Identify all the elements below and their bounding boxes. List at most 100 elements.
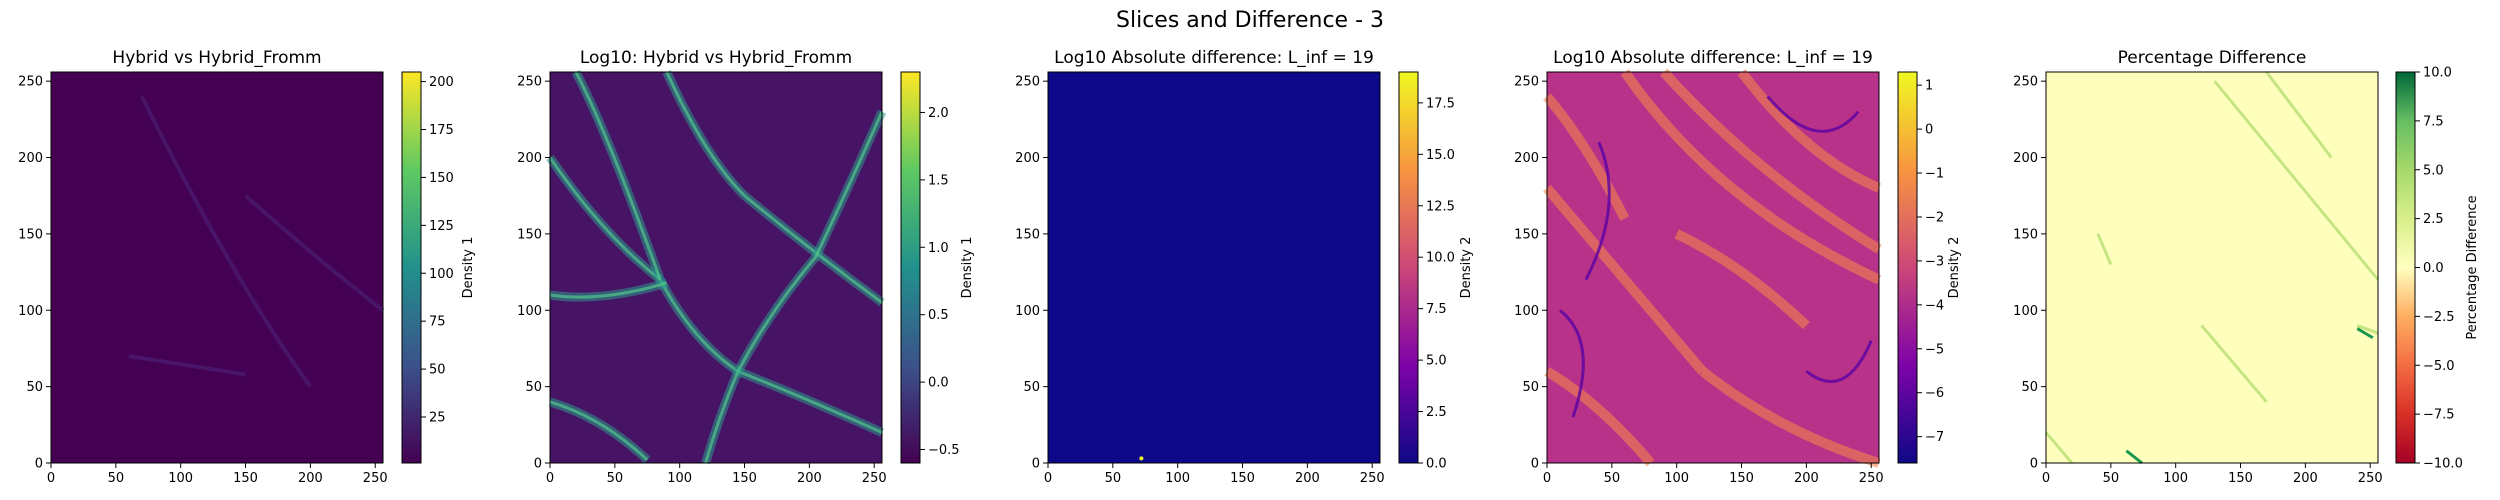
x-tick-label: 0	[546, 471, 554, 486]
colorbar-tick-label: 0.5	[928, 308, 949, 323]
panel-title: Log10: Hybrid vs Hybrid_Fromm	[580, 48, 852, 68]
y-tick-label: 200	[2013, 151, 2038, 166]
panel-title: Log10 Absolute difference: L_inf = 19	[1054, 48, 1374, 68]
colorbar-tick-label: 100	[429, 267, 454, 282]
colorbar-tick-label: 5.0	[1426, 354, 1447, 369]
y-tick-label: 100	[2013, 304, 2038, 319]
y-tick-label: 200	[1015, 151, 1040, 166]
panel-2: Log10: Hybrid vs Hybrid_Fromm 0 50 100 150 20…	[517, 48, 975, 486]
y-tick-label: 150	[1514, 227, 1539, 242]
x-tick-label: 50	[108, 471, 125, 486]
y-tick-label: 250	[1514, 75, 1539, 90]
x-tick-label: 150	[1230, 471, 1255, 486]
x-tick-label: 0	[47, 471, 55, 486]
x-tick-label: 100	[1165, 471, 1190, 486]
y-tick-label: 50	[525, 380, 542, 395]
x-tick-label: 200	[2293, 471, 2318, 486]
x-tick-label: 0	[1543, 471, 1551, 486]
y-tick-label: 250	[2013, 75, 2038, 90]
colorbar-label: Density 2	[1459, 237, 1474, 299]
plot-frame	[2045, 71, 2379, 464]
y-tick-label: 200	[517, 151, 542, 166]
colorbar-tick-label: −7	[1925, 430, 1944, 445]
panel-5: Percentage Difference 0 50 100 150 200 250 0 50 1…	[2013, 48, 2480, 486]
x-tick-label: 200	[298, 471, 323, 486]
colorbar	[2395, 71, 2416, 464]
y-tick-label: 0	[534, 457, 542, 472]
colorbar-tick-label: −0.5	[928, 443, 960, 458]
heatmap-image	[51, 72, 383, 463]
colorbar	[1398, 71, 1419, 464]
panel-title: Hybrid vs Hybrid_Fromm	[112, 48, 321, 68]
plot-frame	[549, 71, 883, 464]
x-tick-label: 150	[2228, 471, 2253, 486]
colorbar-tick-label: −10.0	[2423, 457, 2463, 472]
colorbar-tick-label: 7.5	[1426, 302, 1447, 317]
y-tick-label: 150	[2013, 227, 2038, 242]
colorbar-tick-label: 17.5	[1426, 96, 1455, 111]
colorbar-tick-label: −3	[1925, 254, 1944, 269]
colorbar-tick-label: 75	[429, 315, 446, 330]
colorbar-tick-label: −7.5	[2423, 408, 2455, 423]
colorbar-tick-label: 50	[429, 363, 446, 378]
panel-4: Log10 Absolute difference: L_inf = 19 0 50…	[1514, 48, 1962, 486]
panel-title: Percentage Difference	[2118, 48, 2307, 68]
y-tick-label: 100	[517, 304, 542, 319]
y-tick-label: 50	[26, 380, 43, 395]
x-tick-label: 250	[2358, 471, 2383, 486]
panel-1: Hybrid vs Hybrid_Fromm 0 50 100 150 200 250 0 50…	[18, 48, 476, 486]
panel-3: Log10 Absolute difference: L_inf = 19 0 50…	[1015, 48, 1474, 486]
colorbar-tick-label: 150	[429, 171, 454, 186]
x-tick-label: 100	[168, 471, 193, 486]
panel-title: Log10 Absolute difference: L_inf = 19	[1553, 48, 1873, 68]
colorbar-tick-label: 2.5	[1426, 405, 1447, 420]
figure-title: Slices and Difference - 3	[1116, 8, 1384, 33]
colorbar-tick-label: 175	[429, 123, 454, 138]
colorbar-tick-label: 125	[429, 219, 454, 234]
x-tick-label: 250	[363, 471, 388, 486]
colorbar-tick-label: 2.0	[928, 106, 949, 121]
colorbar-tick-label: 0.0	[2423, 261, 2444, 276]
x-tick-label: 0	[1044, 471, 1052, 486]
colorbar	[401, 71, 422, 464]
colorbar-tick-label: −5	[1925, 342, 1944, 357]
colorbar-tick-label: −1	[1925, 167, 1944, 182]
y-tick-label: 150	[1015, 227, 1040, 242]
x-tick-label: 150	[233, 471, 258, 486]
colorbar-tick-label: −6	[1925, 386, 1944, 401]
y-tick-label: 50	[2021, 380, 2038, 395]
colorbar-tick-label: 7.5	[2423, 114, 2444, 129]
colorbar-label: Density 2	[1947, 237, 1962, 299]
plot-frame	[1047, 71, 1381, 464]
x-tick-label: 50	[1105, 471, 1122, 486]
colorbar-tick-label: 5.0	[2423, 163, 2444, 178]
colorbar-label: Percentage Difference	[2465, 195, 2480, 339]
y-tick-label: 0	[1531, 457, 1539, 472]
colorbar-tick-label: −2	[1925, 210, 1944, 225]
x-tick-label: 250	[862, 471, 887, 486]
x-tick-label: 200	[1295, 471, 1320, 486]
x-tick-label: 50	[607, 471, 624, 486]
x-tick-label: 50	[2103, 471, 2120, 486]
y-tick-label: 250	[1015, 75, 1040, 90]
x-tick-label: 200	[797, 471, 822, 486]
colorbar-tick-label: 10.0	[2423, 66, 2452, 81]
y-tick-label: 200	[18, 151, 43, 166]
colorbar-tick-label: 1.5	[928, 173, 949, 188]
y-tick-label: 100	[18, 304, 43, 319]
colorbar-tick-label: 0.0	[1426, 457, 1447, 472]
y-tick-label: 0	[1032, 457, 1040, 472]
colorbar-tick-label: 10.0	[1426, 251, 1455, 266]
y-tick-label: 50	[1023, 380, 1040, 395]
x-tick-label: 50	[1604, 471, 1621, 486]
heatmap-image	[1048, 72, 1380, 463]
x-tick-label: 100	[1664, 471, 1689, 486]
colorbar-tick-label: −5.0	[2423, 359, 2455, 374]
x-tick-label: 150	[732, 471, 757, 486]
y-tick-label: 100	[1514, 304, 1539, 319]
colorbar-tick-label: −4	[1925, 298, 1944, 313]
colorbar-tick-label: 0.0	[928, 376, 949, 391]
y-tick-label: 100	[1015, 304, 1040, 319]
colorbar-tick-label: −2.5	[2423, 310, 2455, 325]
